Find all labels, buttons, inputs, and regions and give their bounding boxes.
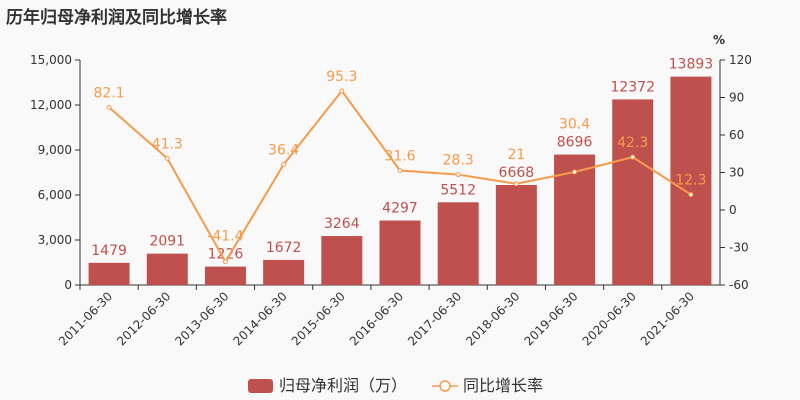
growth-point [572,169,578,175]
bar-value-label: 3264 [324,216,360,232]
bar [612,99,654,285]
bar [437,202,479,285]
x-tick-label: 2013-06-30 [172,289,231,348]
legend-line-marker [439,380,451,392]
growth-value-label: 31.6 [384,149,415,165]
growth-point [164,155,170,161]
growth-point [281,162,287,167]
bar-value-label: 12372 [610,79,655,95]
right-tick-label: 60 [729,128,744,142]
bar [88,262,130,285]
bar [495,184,537,285]
bar [263,259,305,285]
bar-value-label: 1479 [91,243,127,259]
growth-value-label: 36.4 [268,143,299,159]
right-tick-label: -60 [729,278,749,292]
x-tick-label: 2021-06-30 [638,289,697,348]
growth-point [222,259,228,265]
right-axis-unit: % [713,33,725,47]
growth-point [630,154,636,160]
bar-value-label: 1226 [208,247,244,263]
left-tick-label: 3,000 [38,233,72,247]
legend-line-label: 同比增长率 [463,376,543,395]
growth-value-label: 82.1 [94,85,125,101]
bar-value-label: 2091 [149,234,185,250]
growth-point [106,104,112,110]
left-tick-label: 12,000 [30,98,72,112]
x-tick-label: 2015-06-30 [289,289,348,348]
bar [146,253,188,285]
x-tick-label: 2018-06-30 [463,289,522,348]
left-tick-label: 15,000 [30,53,72,67]
x-tick-label: 2016-06-30 [347,289,406,348]
growth-point [339,88,345,94]
x-tick-label: 2020-06-30 [580,289,639,348]
growth-point [513,181,519,187]
bar-value-label: 13893 [669,57,714,73]
bar-value-label: 4297 [382,201,418,217]
growth-value-label: 30.4 [559,117,590,133]
x-tick-label: 2017-06-30 [405,289,464,348]
bar [204,266,246,285]
left-tick-label: 0 [64,278,72,292]
growth-point [455,172,461,178]
bar-value-label: 5512 [440,182,476,198]
growth-value-label: 42.3 [617,135,648,151]
bar-value-label: 6668 [499,165,535,181]
x-tick-label: 2012-06-30 [114,289,173,348]
right-tick-label: 120 [729,53,752,67]
right-tick-label: 30 [729,166,744,180]
legend-bar-swatch [248,379,273,393]
left-tick-label: 9,000 [38,143,72,157]
legend-bar-label: 归母净利润（万） [279,376,407,395]
growth-point [397,168,403,173]
growth-value-label: 28.3 [443,153,474,169]
x-tick-label: 2011-06-30 [56,289,115,348]
growth-value-label: 21 [507,147,525,163]
right-tick-label: 0 [729,203,737,217]
bar [379,220,421,285]
right-tick-label: 90 [729,91,744,105]
growth-point [688,192,694,198]
growth-value-label: -41.4 [207,229,243,245]
bar [321,236,363,285]
bar-value-label: 1672 [266,240,302,256]
x-tick-label: 2019-06-30 [521,289,580,348]
bar [670,76,712,285]
left-tick-label: 6,000 [38,188,72,202]
right-tick-label: -30 [729,241,749,255]
bar-value-label: 8696 [557,135,593,151]
x-tick-label: 2014-06-30 [231,289,290,348]
growth-value-label: 95.3 [326,69,357,85]
growth-value-label: 41.3 [152,136,183,152]
growth-value-label: 12.3 [675,173,706,189]
bar [554,154,596,285]
chart-title: 历年归母净利润及同比增长率 [6,8,227,28]
